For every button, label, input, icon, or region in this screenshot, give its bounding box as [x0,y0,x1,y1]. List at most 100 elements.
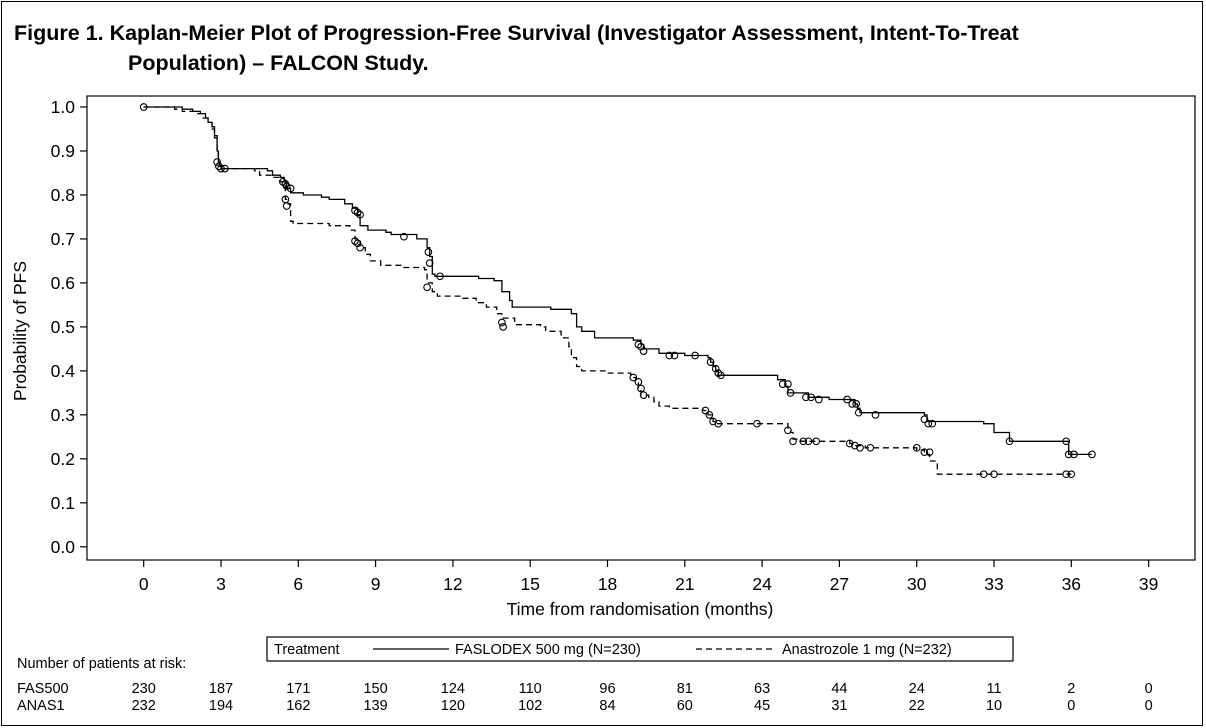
risk-count: 24 [909,681,925,697]
risk-count: 162 [286,698,310,714]
censor-mark-anastrozole [1067,470,1076,479]
y-tick-label: 0.2 [51,449,75,469]
censor-mark-anastrozole [634,378,643,386]
y-tick-label: 0.9 [51,141,75,161]
censor-mark-anastrozole [804,437,813,446]
censor-mark-anastrozole [629,373,638,382]
x-tick-label: 27 [830,574,849,594]
km-line-faslodex [143,106,1092,456]
risk-count: 110 [519,681,542,697]
censor-mark-faslodex [920,415,929,424]
risk-count: 230 [132,681,156,697]
censor-mark-anastrozole [812,437,821,446]
risk-count: 194 [209,698,233,714]
censor-mark-faslodex [436,272,444,281]
x-axis-label: Time from randomisation (months) [507,599,774,619]
risk-count: 139 [363,698,387,714]
censor-mark-faslodex [637,342,645,351]
censor-mark-faslodex [665,351,674,360]
censor-mark-anastrozole [499,323,507,331]
risk-count: 63 [754,681,770,697]
censor-mark-faslodex [843,395,851,404]
x-tick-label: 30 [907,574,927,594]
censor-mark-anastrozole [851,441,859,450]
risk-table: FAS500 230 187 171 150 124 110 96 81 63 44 24 11 2 0AN… [17,681,1153,714]
risk-count: 22 [909,698,925,714]
censor-mark-faslodex [670,351,679,360]
risk-table-title: Number of patients at risk: [17,656,186,672]
plot-area [86,95,1196,561]
risk-count: 0 [1145,681,1153,697]
censor-mark-faslodex [778,380,787,388]
censor-mark-faslodex [353,208,362,217]
risk-count: 171 [286,681,310,697]
censor-mark-anastrozole [925,448,934,457]
censor-mark-anastrozole [637,384,645,393]
y-axis-label: Probability of PFS [10,261,30,401]
censor-mark-faslodex [278,177,287,186]
risk-count: 0 [1067,698,1075,714]
censor-mark-anastrozole [912,443,921,452]
risk-count: 124 [441,681,465,697]
censor-mark-anastrozole [282,202,291,210]
censor-mark-anastrozole [356,243,364,252]
y-tick-label: 0.8 [51,185,75,205]
censor-mark-faslodex [639,347,648,355]
y-tick-label: 0.1 [51,493,75,513]
km-line-anastrozole [143,106,1072,475]
censor-mark-faslodex [784,380,792,388]
y-tick-label: 0.0 [51,537,76,557]
y-tick-label: 0.4 [51,361,76,381]
censor-mark-anastrozole [639,391,648,399]
censor-mark-anastrozole [799,437,808,446]
y-tick-label: 0.7 [51,229,75,249]
risk-count: 45 [754,698,770,714]
censor-mark-faslodex [213,158,221,166]
x-tick-label: 24 [752,574,772,594]
x-tick-label: 12 [443,574,462,594]
censor-mark-faslodex [1070,450,1078,459]
risk-count: 44 [831,681,847,697]
series-layer [139,103,1096,479]
censor-mark-faslodex [814,395,823,404]
censor-mark-anastrozole [753,419,761,428]
y-axis: 0.0 0.1 0.2 0.3 0.4 0.5 0.6 0.7 0.8 0.9 1.0 [51,97,87,557]
x-axis: 0 3 6 9 12 15 18 21 24 27 30 33 36 39 [139,560,1158,594]
censor-mark-faslodex [424,248,433,256]
x-tick-label: 21 [675,574,694,594]
censor-mark-faslodex [852,400,861,408]
censor-mark-faslodex [1088,450,1096,459]
censor-mark-anastrozole [709,417,717,426]
censor-mark-faslodex [221,164,229,173]
risk-count: 232 [132,698,156,714]
censor-mark-faslodex [807,393,815,402]
censor-mark-anastrozole [979,470,988,479]
risk-count: 60 [677,698,693,714]
censor-mark-anastrozole [353,239,362,248]
censor-mark-faslodex [1062,437,1071,446]
censor-mark-anastrozole [714,419,723,428]
censor-mark-anastrozole [789,437,797,446]
figure-title-line2: Population) – FALCON Study. [128,51,429,75]
x-tick-label: 9 [371,574,381,594]
x-tick-label: 15 [520,574,539,594]
censor-mark-faslodex [711,364,720,373]
censor-mark-faslodex [1064,450,1073,459]
censor-mark-anastrozole [866,443,875,452]
censor-mark-anastrozole [1062,470,1071,479]
risk-count: 11 [986,681,1001,697]
risk-count: 102 [518,698,542,714]
censor-mark-anastrozole [920,448,929,457]
x-tick-label: 18 [598,574,617,594]
x-tick-label: 33 [984,574,1003,594]
censor-mark-faslodex [848,400,857,408]
censor-mark-anastrozole [423,283,431,292]
censor-mark-faslodex [854,408,863,417]
censor-mark-faslodex [928,419,937,428]
censor-mark-anastrozole [990,470,998,479]
y-tick-label: 0.6 [51,273,75,293]
figure-title-line1: Figure 1. Kaplan-Meier Plot of Progressi… [14,21,1019,45]
censor-mark-faslodex [924,419,933,428]
censor-mark-faslodex [717,371,725,380]
